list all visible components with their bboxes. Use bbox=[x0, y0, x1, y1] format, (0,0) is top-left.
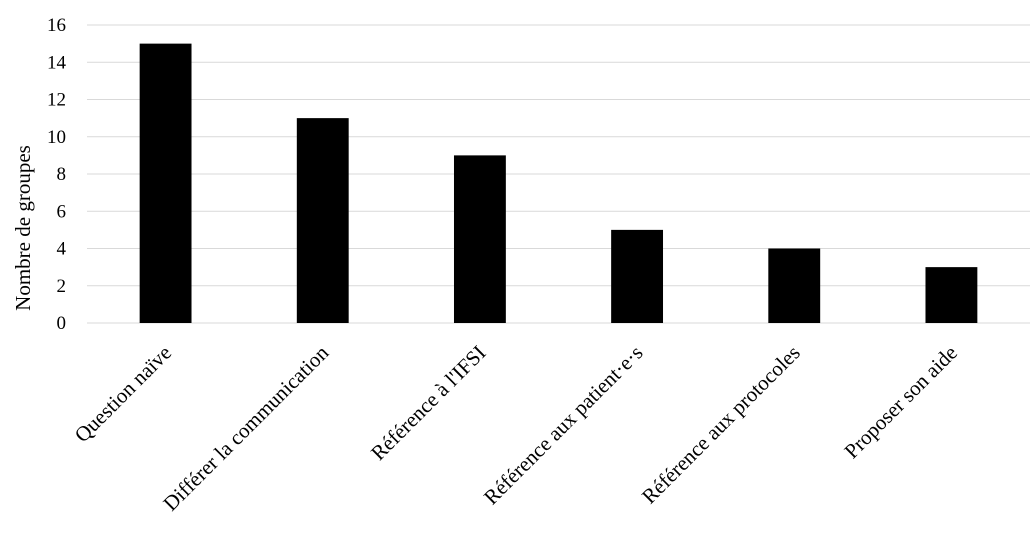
y-tick-label: 2 bbox=[57, 276, 67, 297]
y-tick-label: 14 bbox=[47, 52, 67, 73]
y-tick-label: 8 bbox=[57, 164, 67, 185]
y-tick-label: 6 bbox=[57, 201, 67, 222]
x-category-label: Différer la communication bbox=[158, 340, 333, 515]
y-tick-label: 16 bbox=[47, 15, 66, 36]
y-tick-label: 10 bbox=[47, 127, 66, 148]
grid-lines bbox=[87, 24, 1030, 324]
bar bbox=[139, 43, 192, 323]
y-axis-title: Nombre de groupes bbox=[11, 145, 35, 311]
bar bbox=[296, 118, 349, 323]
y-tick-label: 12 bbox=[47, 90, 66, 111]
bar bbox=[611, 229, 664, 323]
bar bbox=[925, 267, 978, 323]
bar bbox=[453, 155, 506, 323]
x-category-label: Proposer son aide bbox=[839, 341, 962, 464]
x-category-label: Question naïve bbox=[70, 341, 176, 447]
y-axis-ticks: 0 2 4 6 8 10 12 14 16 bbox=[47, 15, 67, 334]
x-category-label: Référence à l'IFSI bbox=[366, 341, 490, 465]
bar bbox=[768, 248, 821, 323]
y-tick-label: 4 bbox=[57, 239, 67, 260]
y-tick-label: 0 bbox=[57, 313, 67, 334]
x-category-label: Référence aux protocoles bbox=[637, 341, 805, 509]
x-category-label: Référence aux patient·e·s bbox=[479, 341, 648, 510]
bars bbox=[139, 43, 978, 323]
